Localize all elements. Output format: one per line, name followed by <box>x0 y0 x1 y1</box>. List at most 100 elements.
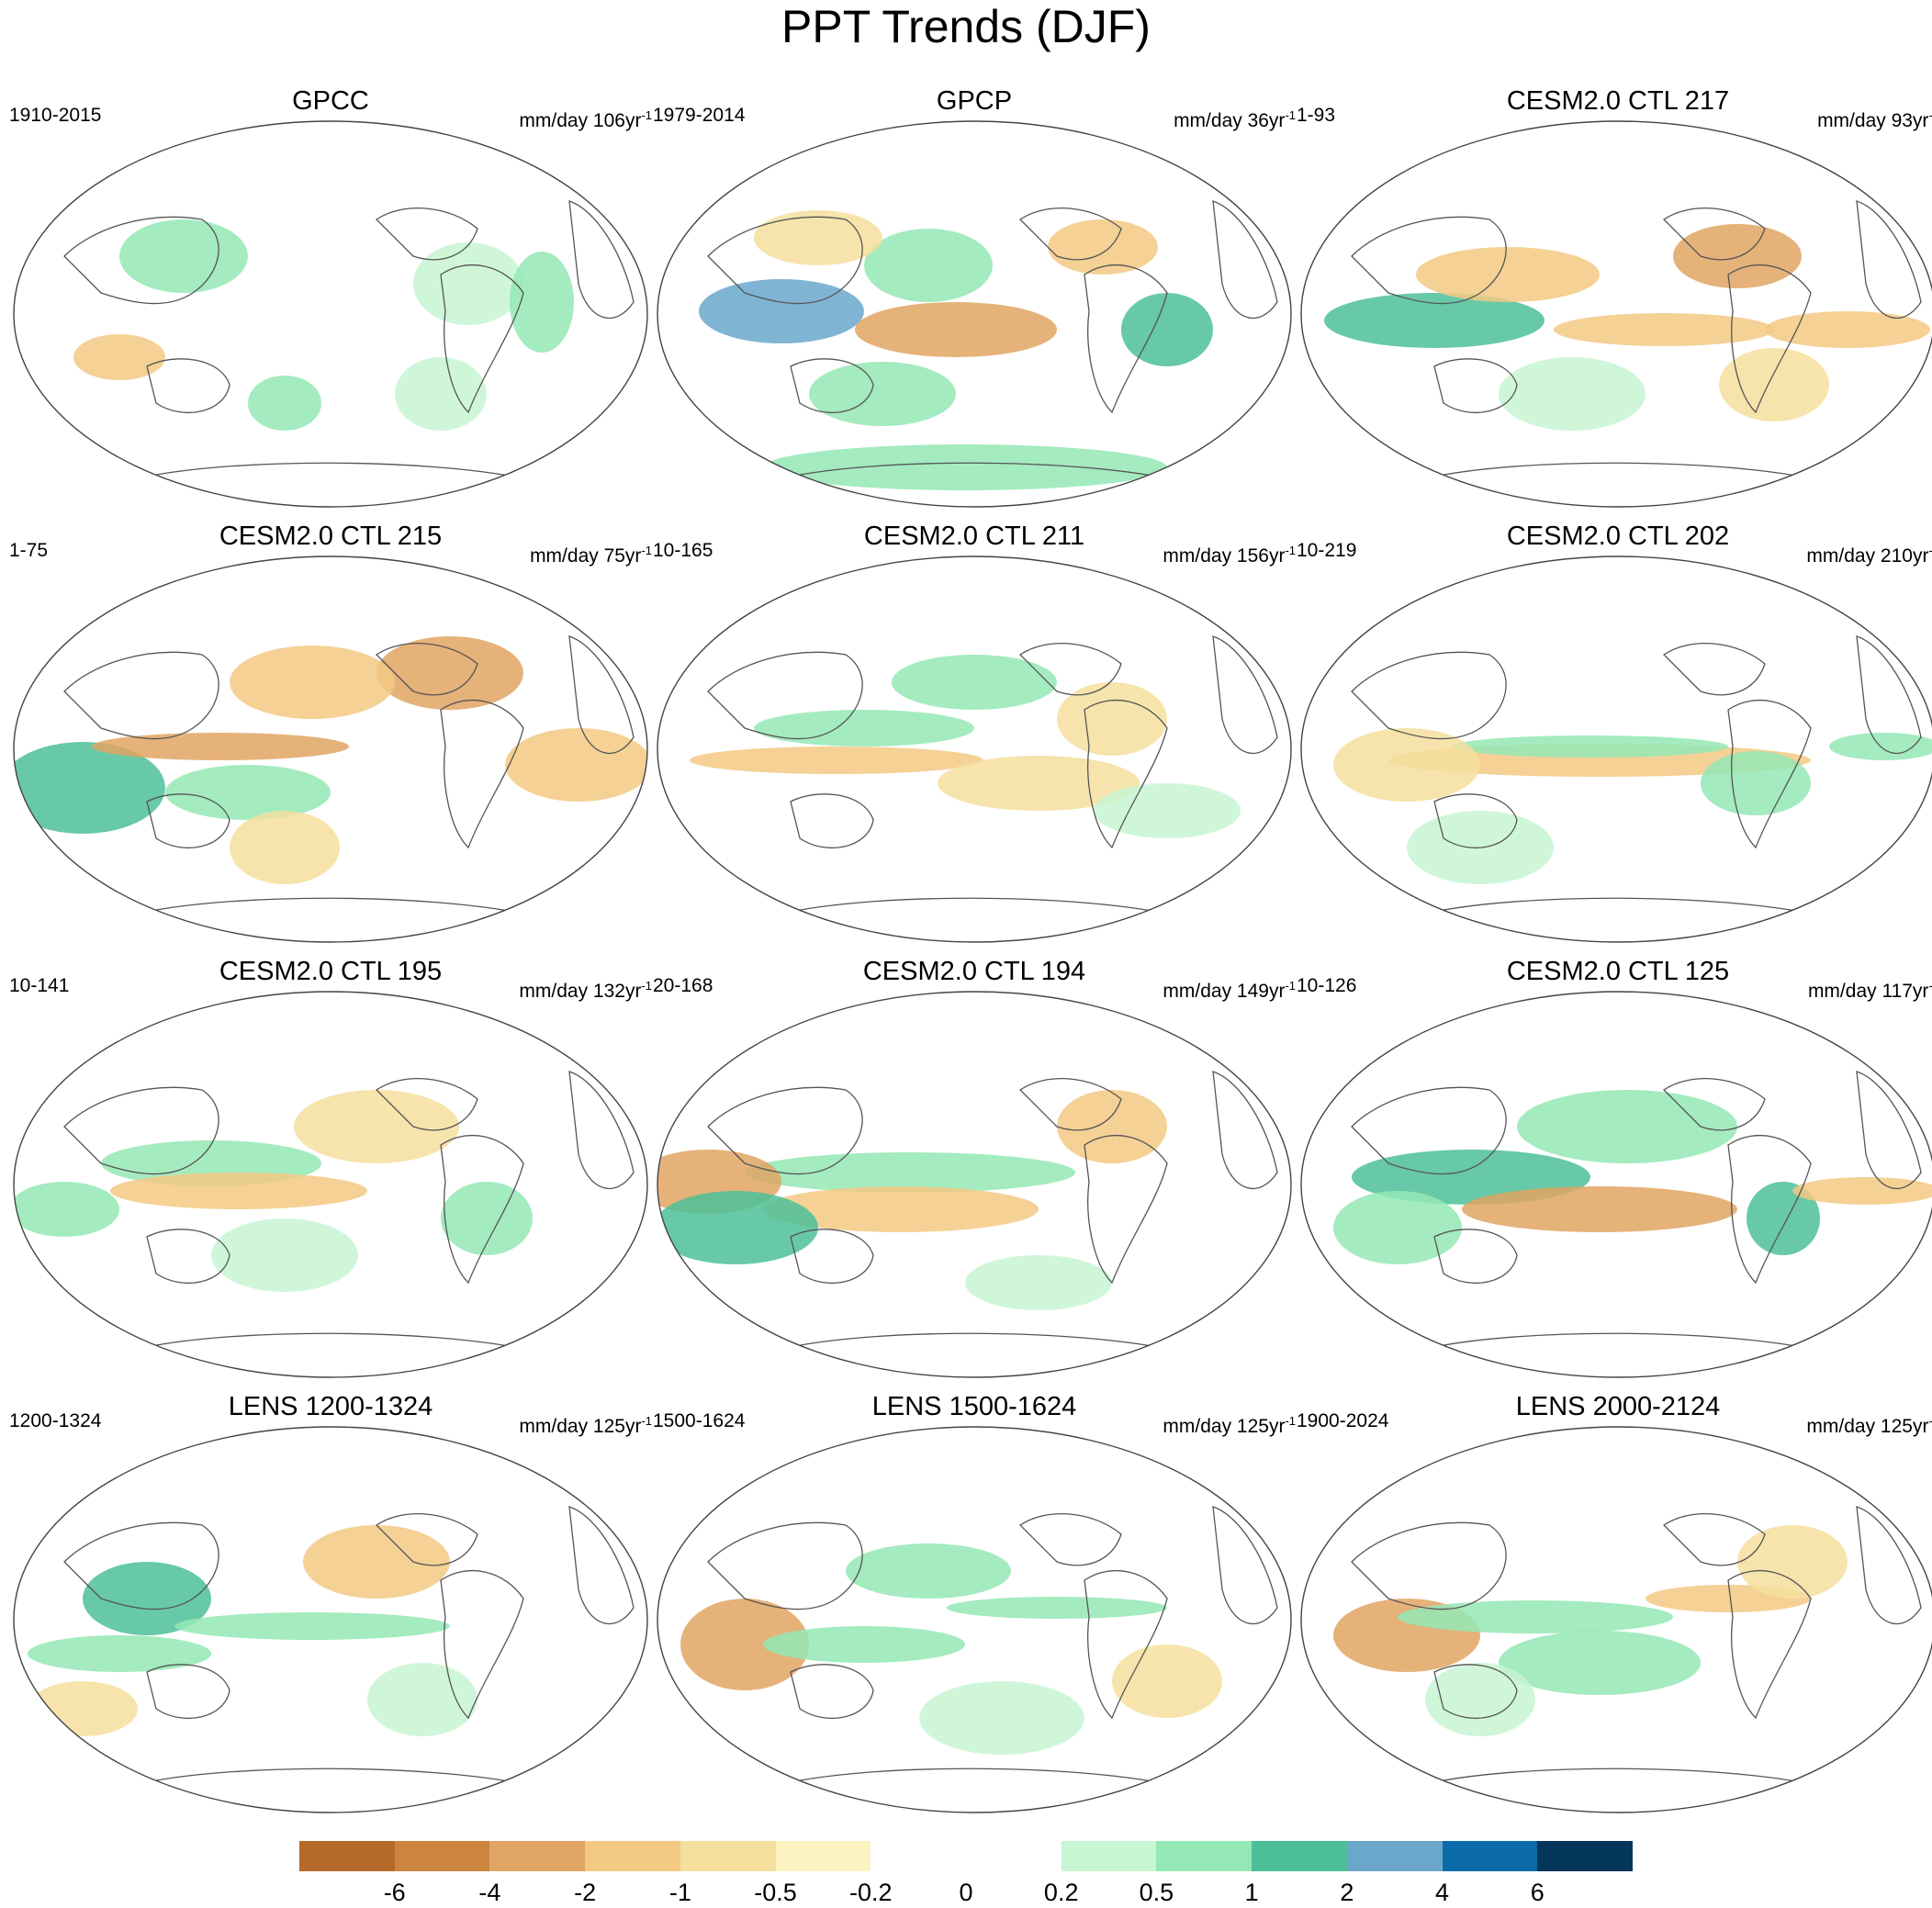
coastline <box>375 208 478 261</box>
coastline <box>1662 643 1766 696</box>
coastline <box>1018 643 1122 696</box>
panel-period: 10-126 <box>1297 975 1357 996</box>
units-text: mm/day 125yr <box>519 1416 642 1437</box>
trend-shading <box>248 376 321 431</box>
map-panel: CESM2.0 CTL 211 10-165 mm/day 156yr-1 <box>653 521 1296 952</box>
map-panel: LENS 2000-2124 1900-2024 mm/day 125yr-1 <box>1297 1391 1932 1823</box>
coastline <box>1856 1506 1922 1624</box>
coastline <box>1433 1664 1518 1720</box>
units-exponent: -1 <box>1285 108 1296 122</box>
coastline <box>1084 699 1168 849</box>
units-exponent: -1 <box>1928 108 1932 122</box>
panel-units: mm/day 210yr-1 <box>1806 539 1932 567</box>
colorbar-tick-label: 6 <box>1530 1879 1544 1906</box>
trend-shading <box>1499 1631 1701 1695</box>
colorbar <box>299 1841 1634 1871</box>
units-exponent: -1 <box>641 979 652 993</box>
units-text: mm/day 36yr <box>1174 110 1286 131</box>
coastline <box>707 216 863 305</box>
trend-shading <box>699 279 864 343</box>
trend-shading <box>230 811 340 884</box>
units-exponent: -1 <box>641 544 652 557</box>
coastline <box>790 1229 874 1285</box>
panel-title: CESM2.0 CTL 195 <box>219 957 443 986</box>
coastline <box>1433 1768 1812 1785</box>
trend-shading <box>1453 735 1728 758</box>
trend-shading <box>367 1663 477 1736</box>
panel-units: mm/day 36yr-1 <box>1174 104 1296 132</box>
trend-shading <box>1554 313 1774 346</box>
units-exponent: -1 <box>1928 1414 1932 1428</box>
map-panel: CESM2.0 CTL 215 1-75 mm/day 75yr-1 <box>9 521 652 952</box>
units-text: mm/day 132yr <box>519 981 642 1002</box>
trend-shading <box>1673 224 1802 288</box>
coastline <box>1018 1078 1122 1131</box>
colorbar-tick-label: 1 <box>1244 1879 1259 1906</box>
trend-shading <box>294 1090 459 1163</box>
colorbar-swatch <box>1346 1841 1443 1871</box>
coastline <box>1433 793 1518 849</box>
coastline <box>1727 699 1812 849</box>
panel-period: 10-165 <box>653 540 713 561</box>
trend-shading <box>809 362 956 426</box>
coastline <box>1084 264 1168 414</box>
coastline <box>1018 1513 1122 1566</box>
coastline <box>440 264 524 414</box>
map-panel: CESM2.0 CTL 202 10-219 mm/day 210yr-1 <box>1297 521 1932 952</box>
map-border <box>13 1426 648 1813</box>
panel-period: 1200-1324 <box>9 1410 102 1431</box>
coastline <box>1433 462 1812 479</box>
coastline <box>1084 1134 1168 1285</box>
coastline <box>1662 1078 1766 1131</box>
coastline <box>1018 208 1122 261</box>
trend-shading <box>855 302 1057 357</box>
trend-shading <box>174 1612 450 1640</box>
trend-shading <box>1048 219 1158 275</box>
panel-period: 1500-1624 <box>653 1410 746 1431</box>
panel-title: CESM2.0 CTL 125 <box>1506 957 1730 986</box>
coastline <box>1856 1071 1922 1189</box>
page-title: PPT Trends (DJF) <box>781 1 1151 52</box>
trend-shading <box>14 1182 119 1237</box>
coastline <box>790 462 1168 479</box>
map-panel: GPCC 1910-2015 mm/day 106yr-1 <box>9 85 652 517</box>
trend-shading <box>1765 311 1930 348</box>
colorbar-tick-label: -0.2 <box>849 1879 893 1906</box>
coastline <box>440 1134 524 1285</box>
world-map <box>657 556 1292 943</box>
units-text: mm/day 125yr <box>1806 1416 1929 1437</box>
trend-shading <box>892 655 1057 710</box>
colorbar-tick-label: 0.2 <box>1043 1879 1079 1906</box>
panel-units: mm/day 149yr-1 <box>1163 974 1296 1003</box>
trend-shading <box>745 1152 1075 1193</box>
world-map <box>13 1426 648 1813</box>
panel-title: CESM2.0 CTL 202 <box>1506 522 1730 551</box>
panel-title: CESM2.0 CTL 215 <box>219 522 443 551</box>
colorbar-tick-label: -2 <box>574 1879 597 1906</box>
world-map <box>657 991 1292 1378</box>
map-panel: CESM2.0 CTL 194 20-168 mm/day 149yr-1 <box>653 956 1296 1387</box>
panel-period: 10-141 <box>9 975 70 996</box>
world-map <box>13 991 648 1378</box>
trend-shading <box>1499 357 1646 431</box>
coastline <box>1212 1071 1278 1189</box>
colorbar-swatch <box>1442 1841 1538 1871</box>
coastline <box>1212 200 1278 319</box>
trend-shading <box>376 636 523 710</box>
panel-units: mm/day 106yr-1 <box>519 104 652 132</box>
map-border <box>1300 991 1932 1378</box>
trend-shading <box>413 242 523 325</box>
panel-title: LENS 2000-2124 <box>1515 1392 1721 1421</box>
panel-title: LENS 1500-1624 <box>871 1392 1077 1421</box>
coastline <box>1351 1086 1507 1175</box>
coastline <box>63 1086 219 1175</box>
map-panel: CESM2.0 CTL 217 1-93 mm/day 93yr-1 <box>1297 85 1932 517</box>
panel-units: mm/day 125yr-1 <box>519 1409 652 1438</box>
trend-shading <box>211 1218 358 1292</box>
trend-shading <box>1333 1191 1462 1264</box>
panel-units: mm/day 132yr-1 <box>519 974 652 1003</box>
trend-shading <box>1416 247 1600 302</box>
world-map <box>657 1426 1292 1813</box>
map-border <box>13 120 648 508</box>
units-exponent: -1 <box>1285 544 1296 557</box>
